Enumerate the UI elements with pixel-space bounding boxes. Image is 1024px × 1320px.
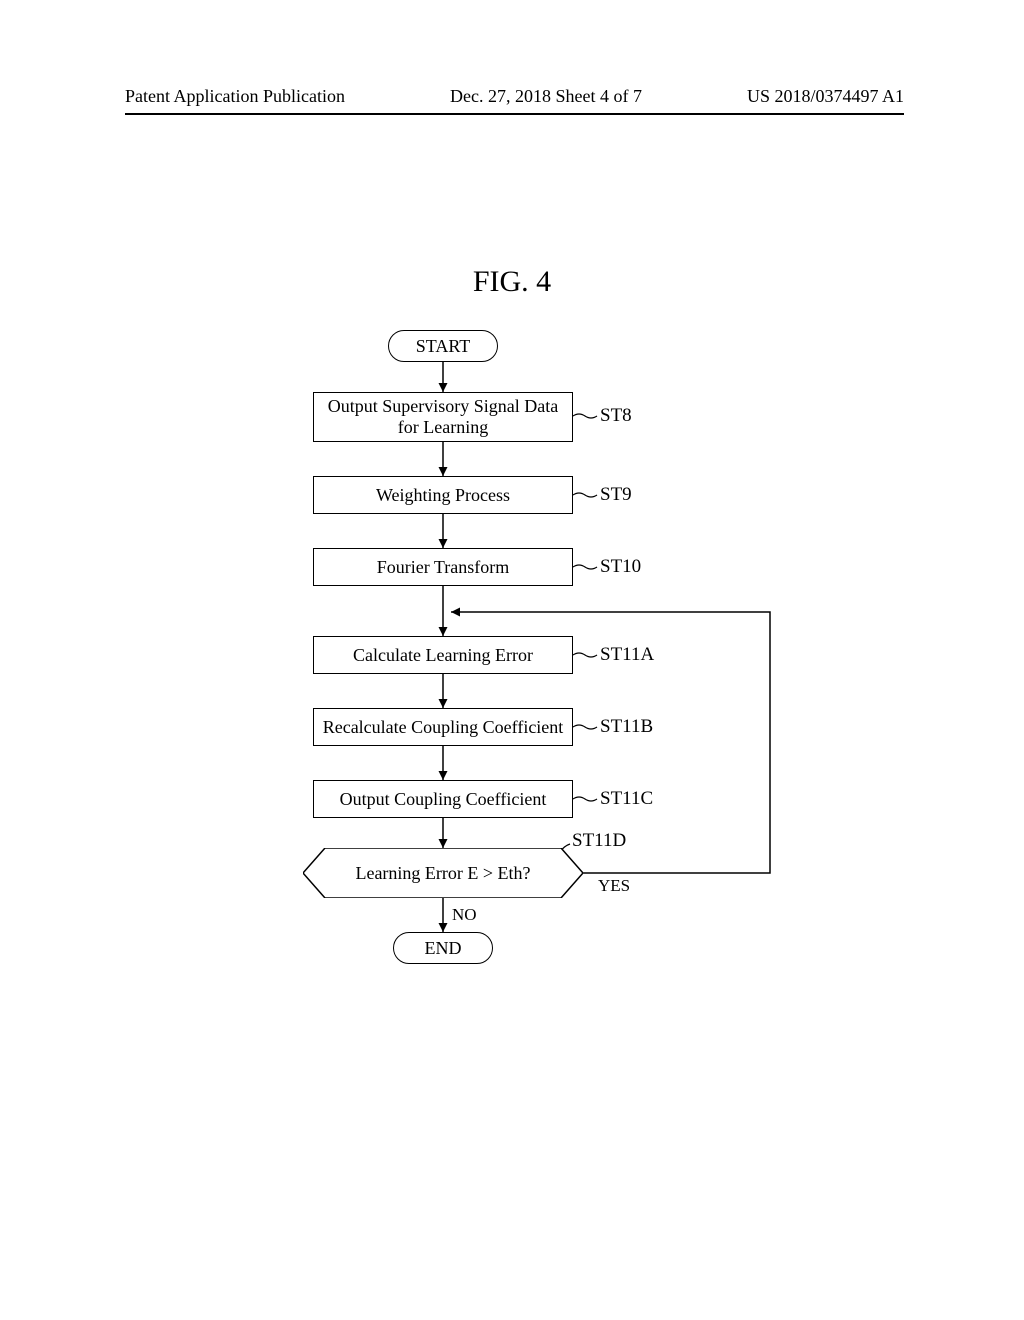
- flow-end: END: [393, 932, 493, 964]
- flow-step-label: Output Supervisory Signal Data for Learn…: [314, 396, 572, 438]
- flow-edge-yes: YES: [598, 876, 630, 896]
- flow-step-st10: Fourier Transform: [313, 548, 573, 586]
- flow-decision-label: Learning Error E > Eth?: [355, 863, 530, 884]
- flow-start: START: [388, 330, 498, 362]
- header-right: US 2018/0374497 A1: [747, 86, 904, 107]
- flow-step-st11c: Output Coupling Coefficient: [313, 780, 573, 818]
- flow-step-st11b: Recalculate Coupling Coefficient: [313, 708, 573, 746]
- flow-step-id-st8: ST8: [600, 405, 632, 427]
- flow-step-id-st11b: ST11B: [600, 716, 653, 738]
- flow-step-id-st9: ST9: [600, 484, 632, 506]
- patent-header: Patent Application Publication Dec. 27, …: [0, 86, 1024, 115]
- flow-step-label: Fourier Transform: [314, 557, 572, 578]
- flow-step-st11a: Calculate Learning Error: [313, 636, 573, 674]
- header-rule: [125, 113, 904, 115]
- flow-step-label: Weighting Process: [314, 485, 572, 506]
- flow-step-label: Output Coupling Coefficient: [314, 789, 572, 810]
- flow-decision-id: ST11D: [572, 830, 626, 852]
- header-left: Patent Application Publication: [125, 86, 345, 107]
- flow-step-st9: Weighting Process: [313, 476, 573, 514]
- flow-step-label: Recalculate Coupling Coefficient: [314, 717, 572, 738]
- flow-step-id-st10: ST10: [600, 556, 641, 578]
- flow-step-st8: Output Supervisory Signal Data for Learn…: [313, 392, 573, 442]
- flow-step-id-st11a: ST11A: [600, 644, 654, 666]
- flow-step-id-st11c: ST11C: [600, 788, 653, 810]
- figure-title: FIG. 4: [0, 265, 1024, 299]
- flow-decision-st11d: Learning Error E > Eth?: [303, 848, 583, 898]
- header-center: Dec. 27, 2018 Sheet 4 of 7: [450, 86, 642, 107]
- flow-edge-no: NO: [452, 905, 477, 925]
- flow-step-label: Calculate Learning Error: [314, 645, 572, 666]
- flowchart: START Output Supervisory Signal Data for…: [0, 330, 1024, 1050]
